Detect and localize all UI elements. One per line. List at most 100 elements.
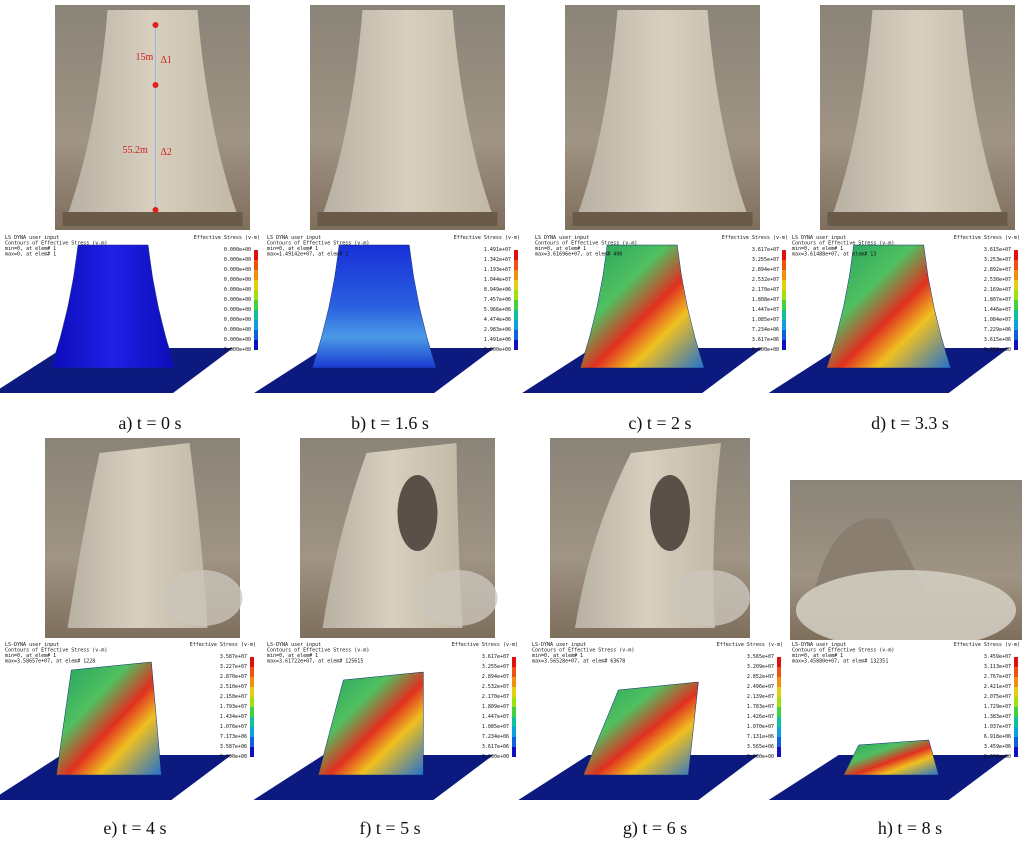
- legend-swatch: [512, 727, 516, 737]
- sim-header: max=3.56528e+07, at elem# 63678: [532, 659, 625, 665]
- legend-value: 3.459e+06: [984, 744, 1011, 750]
- panel: LS-DYNA user inputContours of Effective …: [769, 480, 1025, 839]
- legend-value: 3.253e+07: [984, 257, 1011, 263]
- legend-swatch: [514, 270, 518, 280]
- sim-header: max=3.61722e+07, at elem# 125615: [267, 659, 363, 665]
- panel: LS-DYNA user inputContours of Effective …: [0, 438, 261, 839]
- legend-swatch: [250, 687, 254, 697]
- legend-swatch: [514, 340, 518, 350]
- legend-swatch: [782, 270, 786, 280]
- legend-swatch: [514, 310, 518, 320]
- legend-value: 1.037e+07: [984, 724, 1011, 730]
- legend-swatch: [1014, 320, 1018, 330]
- photo-label: Δ1: [161, 55, 172, 66]
- tower-base: [63, 212, 243, 226]
- legend-value: 1.447e+07: [752, 307, 779, 313]
- legend-value: 2.169e+07: [984, 287, 1011, 293]
- dust: [163, 570, 243, 626]
- legend-swatch: [254, 260, 258, 270]
- legend-value: 1.808e+07: [752, 297, 779, 303]
- legend-value: 3.255e+07: [482, 664, 509, 670]
- legend-value: 0.000e+00: [224, 317, 251, 323]
- tower-base: [318, 212, 498, 226]
- legend-value: 7.229e+06: [984, 327, 1011, 333]
- legend-swatch: [782, 290, 786, 300]
- legend-swatch: [777, 687, 781, 697]
- legend-swatch: [1014, 687, 1018, 697]
- sim-header: max=3.58657e+07, at elem# 1228: [5, 659, 95, 665]
- legend-swatch: [777, 657, 781, 667]
- opening: [398, 475, 438, 551]
- photo-label: 55.2m: [123, 145, 149, 156]
- legend-title: Effective Stress (v-m): [454, 235, 520, 241]
- legend-value: 2.894e+07: [752, 267, 779, 273]
- legend-swatch: [1014, 707, 1018, 717]
- legend-swatch: [1014, 667, 1018, 677]
- legend-value: 2.892e+07: [984, 267, 1011, 273]
- sim-header: max=3.61488e+07, at elem# 13: [792, 252, 876, 258]
- legend-value: 1.809e+07: [482, 704, 509, 710]
- legend-value: 2.510e+07: [220, 684, 247, 690]
- legend-swatch: [782, 340, 786, 350]
- legend-swatch: [254, 310, 258, 320]
- legend-swatch: [254, 250, 258, 260]
- caption: b) t = 1.6 s: [351, 413, 429, 434]
- opening: [650, 475, 690, 551]
- legend-value: 1.447e+07: [482, 714, 509, 720]
- legend-swatch: [1014, 280, 1018, 290]
- legend-swatch: [1014, 270, 1018, 280]
- legend-swatch: [512, 747, 516, 757]
- legend-swatch: [250, 657, 254, 667]
- legend-value: 7.131e+06: [747, 734, 774, 740]
- legend-swatch: [514, 260, 518, 270]
- legend-value: 0.000e+00: [482, 754, 509, 760]
- measure-point: [153, 207, 159, 213]
- legend-swatch: [514, 250, 518, 260]
- legend-value: 0.000e+00: [224, 267, 251, 273]
- legend-swatch: [514, 320, 518, 330]
- legend-swatch: [512, 687, 516, 697]
- legend-value: 3.617e+07: [752, 247, 779, 253]
- legend-swatch: [782, 330, 786, 340]
- legend-title: Effective Stress (v-m): [190, 642, 256, 648]
- legend-swatch: [250, 677, 254, 687]
- legend-swatch: [250, 727, 254, 737]
- legend-value: 4.474e+06: [484, 317, 511, 323]
- dust: [796, 570, 1016, 650]
- tower-base: [573, 212, 753, 226]
- legend-value: 3.565e+06: [747, 744, 774, 750]
- tower-model: [56, 662, 161, 775]
- legend-value: 3.617e+06: [752, 337, 779, 343]
- legend-value: 0.000e+00: [224, 277, 251, 283]
- legend-swatch: [512, 737, 516, 747]
- legend-value: 3.615e+06: [984, 337, 1011, 343]
- legend-value: 1.084e+07: [984, 317, 1011, 323]
- legend-value: 2.170e+07: [482, 694, 509, 700]
- legend-value: 1.085e+07: [482, 724, 509, 730]
- legend-value: 5.966e+06: [484, 307, 511, 313]
- legend-value: 7.173e+06: [220, 734, 247, 740]
- legend-swatch: [254, 320, 258, 330]
- photo-label: Δ2: [161, 147, 172, 158]
- legend-value: 0.000e+00: [984, 347, 1011, 353]
- legend-title: Effective Stress (v-m): [194, 235, 260, 241]
- legend-value: 1.434e+07: [220, 714, 247, 720]
- legend-value: 0.000e+00: [224, 287, 251, 293]
- panel: 15mΔ155.2mΔ2LS DYNA user inputContours o…: [0, 5, 265, 434]
- legend-value: 3.587e+07: [220, 654, 247, 660]
- legend-swatch: [1014, 717, 1018, 727]
- legend-value: 0.000e+00: [220, 754, 247, 760]
- legend-swatch: [250, 667, 254, 677]
- legend-swatch: [777, 737, 781, 747]
- legend-swatch: [512, 657, 516, 667]
- legend-swatch: [512, 697, 516, 707]
- dust: [670, 570, 750, 626]
- legend-value: 3.459e+07: [984, 654, 1011, 660]
- sim-header: max=1.49142e+07, at elem# 2: [267, 252, 348, 258]
- legend-value: 1.491e+06: [484, 337, 511, 343]
- legend-swatch: [1014, 250, 1018, 260]
- caption: g) t = 6 s: [623, 818, 687, 839]
- legend-value: 0.000e+00: [224, 347, 251, 353]
- legend-value: 7.457e+06: [484, 297, 511, 303]
